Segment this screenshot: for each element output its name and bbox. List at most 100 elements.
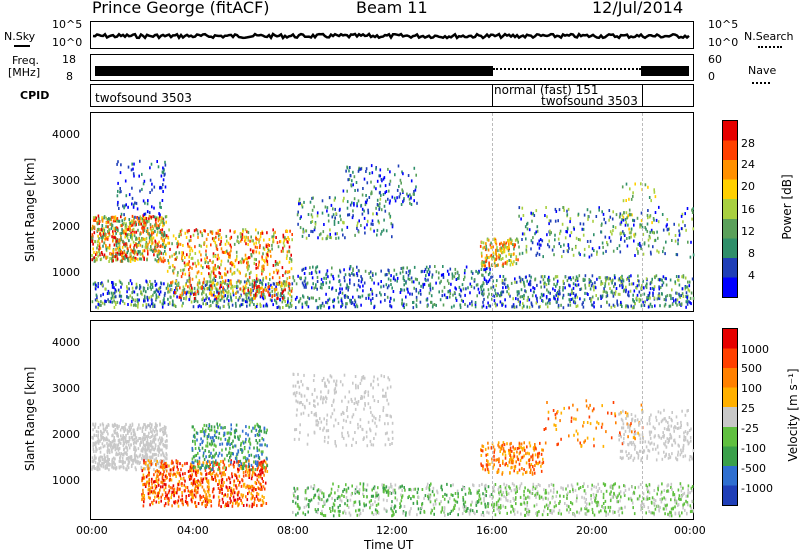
- power-echo-cell: [269, 277, 271, 281]
- power-echo-cell: [379, 184, 382, 188]
- power-echo-cell: [115, 244, 118, 248]
- velocity-echo-cell: [144, 485, 147, 488]
- power-echo-cell: [330, 236, 332, 240]
- power-echo-cell: [206, 295, 208, 299]
- velocity-echo-cell: [168, 472, 170, 476]
- power-echo-cell: [676, 291, 678, 295]
- power-echo-cell: [437, 276, 440, 280]
- power-echo-cell: [692, 253, 695, 257]
- velocity-echo-cell: [161, 463, 164, 467]
- power-echo-cell: [185, 295, 188, 299]
- power-echo-cell: [316, 265, 319, 269]
- power-echo-cell: [168, 266, 171, 270]
- velocity-echo-cell: [217, 486, 220, 490]
- power-echo-cell: [488, 261, 490, 265]
- power-echo-cell: [187, 244, 189, 248]
- power-echo-cell: [177, 242, 180, 246]
- power-echo-cell: [370, 180, 372, 184]
- velocity-echo-cell: [146, 439, 149, 443]
- power-echo-cell: [267, 248, 270, 252]
- power-echo-cell: [346, 189, 348, 193]
- velocity-echo-cell: [153, 459, 156, 463]
- power-echo-cell: [204, 257, 206, 261]
- power-echo-cell: [252, 239, 254, 243]
- velocity-echo-cell: [100, 455, 102, 459]
- power-echo-cell: [269, 249, 272, 253]
- power-echo-cell: [626, 244, 629, 248]
- velocity-echo-cell: [112, 433, 114, 437]
- velocity-echo-cell: [106, 449, 109, 453]
- power-echo-cell: [116, 254, 118, 258]
- power-echo-cell: [567, 250, 569, 254]
- power-echo-cell: [276, 306, 279, 309]
- power-echo-cell: [167, 290, 169, 294]
- power-echo-cell: [256, 287, 259, 291]
- power-echo-cell: [623, 232, 625, 236]
- power-echo-cell: [350, 302, 353, 305]
- velocity-echo-cell: [194, 480, 196, 484]
- power-echo-cell: [385, 273, 387, 277]
- power-echo-cell: [219, 290, 222, 294]
- power-echo-cell: [213, 291, 215, 294]
- velocity-echo-cell: [144, 437, 146, 441]
- power-echo-cell: [519, 303, 521, 307]
- velocity-echo-cell: [122, 453, 125, 457]
- power-echo-cell: [639, 225, 641, 229]
- power-echo-cell: [388, 284, 390, 288]
- power-echo-cell: [222, 279, 224, 283]
- power-echo-cell: [193, 300, 196, 303]
- power-echo-cell: [477, 287, 480, 291]
- power-echo-cell: [163, 241, 165, 245]
- power-echo-cell: [595, 294, 597, 297]
- power-echo-cell: [678, 233, 681, 237]
- power-echo-cell: [152, 231, 155, 235]
- power-echo-cell: [208, 274, 211, 278]
- power-echo-cell: [282, 246, 284, 250]
- power-echo-cell: [300, 276, 302, 280]
- power-echo-cell: [122, 240, 124, 244]
- velocity-echo-cell: [239, 465, 241, 469]
- power-echo-cell: [135, 230, 138, 234]
- power-echo-cell: [318, 233, 321, 237]
- power-echo-cell: [352, 170, 354, 174]
- power-echo-cell: [548, 279, 551, 282]
- power-echo-cell: [686, 285, 689, 289]
- velocity-echo-cell: [191, 494, 194, 498]
- power-echo-cell: [244, 228, 247, 232]
- velocity-echo-cell: [130, 458, 132, 462]
- power-echo-cell: [181, 289, 184, 293]
- power-echo-cell: [567, 292, 570, 296]
- power-echo-cell: [665, 295, 667, 299]
- power-echo-cell: [479, 244, 482, 248]
- power-echo-cell: [390, 222, 393, 226]
- velocity-echo-cell: [151, 454, 154, 458]
- power-echo-cell: [163, 293, 166, 297]
- power-echo-cell: [407, 194, 409, 198]
- velocity-echo-cell: [238, 460, 240, 463]
- power-echo-cell: [133, 244, 136, 248]
- power-echo-cell: [243, 235, 246, 239]
- power-echo-cell: [604, 284, 606, 288]
- power-echo-cell: [250, 235, 252, 239]
- power-echo-cell: [217, 232, 219, 235]
- power-echo-cell: [357, 199, 360, 203]
- power-echo-cell: [228, 299, 230, 303]
- power-echo-cell: [555, 210, 558, 213]
- velocity-echo-cell: [154, 425, 156, 429]
- power-echo-cell: [398, 195, 401, 199]
- power-echo-cell: [144, 238, 146, 241]
- velocity-echo-cell: [157, 474, 159, 478]
- power-echo-cell: [135, 286, 137, 290]
- power-echo-cell: [95, 251, 98, 255]
- velocity-echo-cell: [208, 485, 210, 489]
- station-title: Prince George (fitACF): [92, 0, 270, 17]
- power-echo-cell: [268, 244, 271, 247]
- power-echo-cell: [150, 282, 152, 286]
- power-echo-cell: [609, 277, 611, 281]
- power-echo-cell: [206, 265, 208, 269]
- power-echo-cell: [534, 278, 536, 282]
- power-echo-cell: [200, 258, 203, 262]
- power-echo-cell: [563, 243, 565, 247]
- power-echo-cell: [263, 292, 265, 296]
- velocity-echo-cell: [260, 485, 263, 488]
